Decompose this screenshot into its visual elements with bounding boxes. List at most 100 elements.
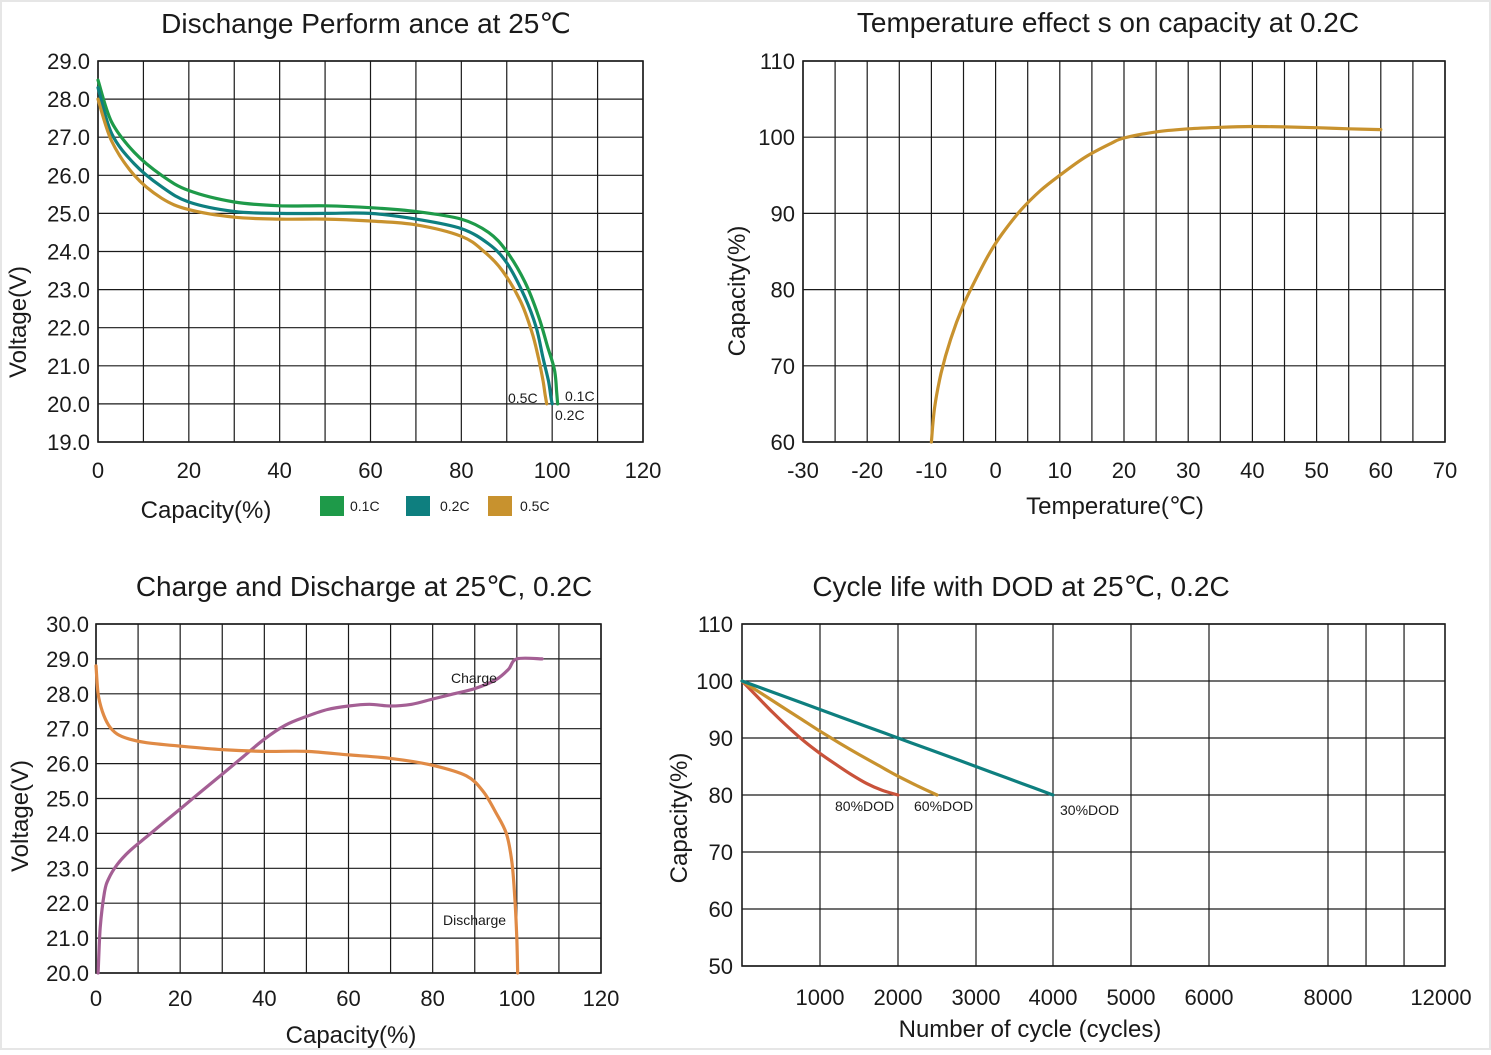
annotation-80dod: 80%DOD xyxy=(835,798,894,814)
chart-temperature-effects: Temperature effect s on capacity at 0.2C… xyxy=(724,7,1457,520)
legend: 0.1C 0.2C 0.5C xyxy=(320,496,550,516)
y-tick-label: 60 xyxy=(709,897,733,922)
y-axis-label: Capacity(%) xyxy=(666,753,693,884)
y-tick-label: 25.0 xyxy=(46,787,89,812)
x-tick-label: 120 xyxy=(625,458,662,483)
series-line-01c xyxy=(96,78,560,406)
chart-title: Dischange Perform ance at 25℃ xyxy=(161,8,571,39)
x-tick-label: 4000 xyxy=(1029,985,1078,1010)
grid xyxy=(97,60,644,443)
x-tick-label: 0 xyxy=(92,458,104,483)
y-tick-label: 29.0 xyxy=(46,647,89,672)
y-tick-label: 29.0 xyxy=(47,49,90,74)
y-tick-label: 90 xyxy=(709,726,733,751)
x-tick-label: 8000 xyxy=(1304,985,1353,1010)
series-line-02c xyxy=(96,86,554,406)
x-tick-label: 5000 xyxy=(1107,985,1156,1010)
y-axis-label: Voltage(V) xyxy=(5,266,32,378)
x-tick-label: 40 xyxy=(1240,458,1264,483)
y-tick-label: 80 xyxy=(709,783,733,808)
x-axis-label: Temperature(℃) xyxy=(1026,493,1204,520)
x-tick-label: 50 xyxy=(1304,458,1328,483)
plot-frame xyxy=(741,623,1446,967)
y-axis-label: Voltage(V) xyxy=(7,760,34,872)
x-tick-label: 3000 xyxy=(952,985,1001,1010)
annotation-0.2C: 0.2C xyxy=(555,407,585,423)
chart-title: Charge and Discharge at 25℃, 0.2C xyxy=(136,571,592,602)
x-tick-label: 20 xyxy=(1112,458,1136,483)
x-tick-label: -10 xyxy=(916,458,948,483)
x-axis-label: Capacity(%) xyxy=(286,1022,417,1049)
x-axis-label: Number of cycle (cycles) xyxy=(899,1016,1162,1043)
chart-title: Cycle life with DOD at 25℃, 0.2C xyxy=(812,571,1229,602)
y-tick-label: 21.0 xyxy=(46,926,89,951)
x-tick-label: 80 xyxy=(449,458,473,483)
series-lines xyxy=(94,656,544,975)
y-tick-label: 60 xyxy=(771,430,795,455)
chart-cycle-life: Cycle life with DOD at 25℃, 0.2C 110 100 9… xyxy=(666,571,1472,1043)
x-tick-label: 20 xyxy=(168,986,192,1011)
x-tick-label: 60 xyxy=(358,458,382,483)
chart-charge-discharge: Charge and Discharge at 25℃, 0.2C 30.0 29… xyxy=(7,571,619,1049)
x-tick-label: 0 xyxy=(989,458,1001,483)
y-tick-label: 22.0 xyxy=(47,316,90,341)
plot-frame xyxy=(97,60,644,443)
x-tick-label: 70 xyxy=(1433,458,1457,483)
series-line-05c xyxy=(96,97,549,406)
y-tick-label: 70 xyxy=(709,840,733,865)
y-tick-label: 110 xyxy=(760,49,795,74)
x-tick-label: 60 xyxy=(1369,458,1393,483)
y-tick-label: 100 xyxy=(696,669,733,694)
x-ticks: 0 20 40 60 80 100 120 xyxy=(92,458,661,483)
y-tick-label: 30.0 xyxy=(46,612,89,637)
series-lines xyxy=(740,679,1055,797)
y-axis-label: Capacity(%) xyxy=(724,226,751,357)
series-line-discharge xyxy=(94,664,520,975)
y-ticks: 110 100 90 80 70 60 xyxy=(758,49,795,455)
series-lines xyxy=(929,124,1383,444)
legend-label: 0.2C xyxy=(440,498,470,514)
annotation-charge: Charge xyxy=(451,670,497,686)
annotation-0.5C: 0.5C xyxy=(508,390,538,406)
x-tick-label: 80 xyxy=(420,986,444,1011)
y-tick-label: 50 xyxy=(709,954,733,979)
y-tick-label: 26.0 xyxy=(47,163,90,188)
x-tick-label: 1000 xyxy=(796,985,845,1010)
annotation-discharge: Discharge xyxy=(443,912,506,928)
legend-swatch-0.2C xyxy=(406,496,430,516)
y-tick-label: 19.0 xyxy=(47,430,90,455)
plot-frame xyxy=(802,60,1446,443)
x-tick-label: 100 xyxy=(498,986,535,1011)
plot-frame xyxy=(95,623,602,974)
grid xyxy=(95,623,602,974)
x-tick-label: 60 xyxy=(336,986,360,1011)
x-tick-label: 12000 xyxy=(1410,985,1471,1010)
y-tick-label: 26.0 xyxy=(46,752,89,777)
grid xyxy=(802,60,1446,443)
x-tick-label: 20 xyxy=(177,458,201,483)
y-tick-label: 24.0 xyxy=(46,821,89,846)
annotation-30dod: 30%DOD xyxy=(1060,802,1119,818)
series-line-80dod xyxy=(740,679,900,797)
y-tick-label: 23.0 xyxy=(47,278,90,303)
y-tick-label: 20.0 xyxy=(47,392,90,417)
y-tick-label: 20.0 xyxy=(46,961,89,986)
series-line xyxy=(929,124,1383,444)
chart-discharge-performance: Dischange Perform ance at 25℃ 29.0 28.0 27… xyxy=(5,8,661,524)
x-ticks: 0 20 40 60 80 100 120 xyxy=(90,986,619,1011)
y-tick-label: 27.0 xyxy=(46,717,89,742)
series-line-charge xyxy=(96,656,544,975)
y-tick-label: 24.0 xyxy=(47,240,90,265)
y-tick-label: 110 xyxy=(698,612,733,637)
series-line-30dod xyxy=(740,679,1055,797)
y-tick-label: 28.0 xyxy=(47,87,90,112)
x-tick-label: 40 xyxy=(252,986,276,1011)
x-ticks: 1000 2000 3000 4000 5000 6000 8000 12000 xyxy=(796,985,1472,1010)
x-ticks: -30 -20 -10 0 10 20 30 40 50 60 70 xyxy=(787,458,1457,483)
grid xyxy=(742,623,1445,967)
y-ticks: 29.0 28.0 27.0 26.0 25.0 24.0 23.0 22.0 21.0 20.0… xyxy=(47,49,90,455)
y-tick-label: 80 xyxy=(771,278,795,303)
y-tick-label: 70 xyxy=(771,354,795,379)
